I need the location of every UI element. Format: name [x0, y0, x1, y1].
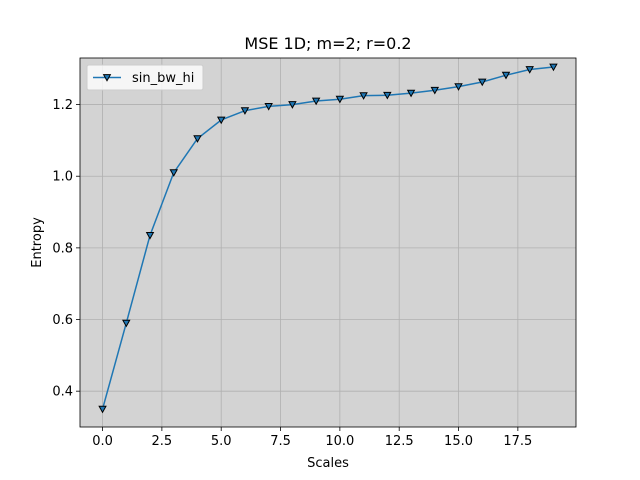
- y-tick-label: 1.2: [52, 98, 73, 113]
- x-tick-label: 2.5: [152, 434, 173, 449]
- data-point: [193, 135, 202, 143]
- legend: sin_bw_hi: [86, 64, 204, 91]
- data-point: [525, 66, 534, 74]
- data-point: [406, 89, 416, 98]
- x-tick-label: 17.5: [503, 434, 532, 449]
- data-point: [264, 102, 273, 111]
- data-point: [383, 91, 392, 100]
- x-tick-label: 5.0: [211, 434, 232, 449]
- legend-marker-swatch: [102, 74, 112, 82]
- data-point: [122, 319, 131, 328]
- data-point: [335, 95, 345, 104]
- plot-area: [80, 58, 576, 427]
- data-point: [98, 405, 107, 414]
- data-point: [359, 92, 368, 100]
- data-point: [430, 86, 440, 95]
- axes-layer: 0.0 2.5 5.0 7.5 10.0 12.5 15.0 17.5 0.4 0.6 0.8 1.0…: [52, 57, 577, 449]
- legend-label: sin_bw_hi: [132, 71, 194, 86]
- x-tick-label: 10.0: [325, 434, 354, 449]
- axes-frame: [79, 57, 577, 428]
- data-point: [454, 83, 463, 91]
- data-point: [145, 231, 155, 240]
- data-point: [216, 116, 226, 125]
- y-tick-label: 0.4: [52, 385, 73, 400]
- data-point: [311, 97, 321, 106]
- legend-box: [86, 64, 204, 91]
- chart-title: MSE 1D; m=2; r=0.2: [244, 34, 411, 53]
- series-line: [101, 66, 554, 410]
- y-tick-label: 0.8: [52, 241, 73, 256]
- series-layer: [98, 63, 558, 414]
- x-tick-label: 12.5: [385, 434, 414, 449]
- data-point: [288, 101, 297, 109]
- y-axis-title: Entropy: [30, 217, 45, 268]
- data-point: [478, 78, 487, 87]
- data-point: [169, 169, 178, 177]
- y-tick-label: 1.0: [52, 170, 73, 185]
- x-tick-label: 0.0: [92, 434, 113, 449]
- x-axis-title: Scales: [307, 456, 349, 471]
- data-point: [549, 63, 558, 72]
- data-point: [501, 71, 511, 80]
- y-tick-label: 0.6: [52, 313, 73, 328]
- x-tick-label: 15.0: [444, 434, 473, 449]
- data-point: [240, 107, 250, 115]
- x-tick-label: 7.5: [270, 434, 291, 449]
